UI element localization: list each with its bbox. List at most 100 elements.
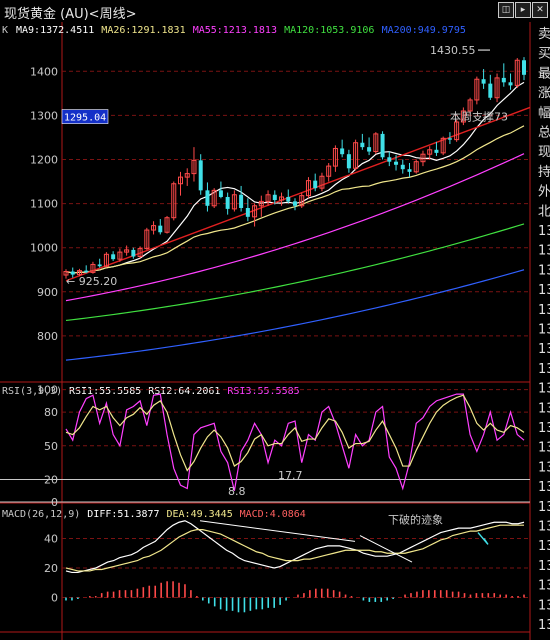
candle-body xyxy=(239,194,244,208)
ma55-line xyxy=(65,153,525,302)
candle-body xyxy=(501,77,506,83)
candle-body xyxy=(319,175,325,189)
candle-body xyxy=(332,147,338,167)
candle-body xyxy=(103,253,109,267)
candle-body xyxy=(346,154,351,169)
candle-body xyxy=(245,208,250,217)
price-tick-label: 800 xyxy=(37,330,58,343)
right-panel-label: 13 xyxy=(538,441,550,456)
right-panel-label: 外 xyxy=(538,185,550,200)
rsi-tick-label: 20 xyxy=(44,474,58,487)
price-legend-item: MA120:1053.9106 xyxy=(284,25,374,36)
macd-diff-line xyxy=(65,520,525,574)
rsi-tick-label: 50 xyxy=(44,440,58,453)
right-panel-label: 持 xyxy=(538,165,550,180)
candle-body xyxy=(191,159,197,175)
candle-body xyxy=(413,161,419,173)
candle-body xyxy=(117,251,123,260)
right-panel-label: 13 xyxy=(538,224,550,239)
rsi-tick-label: 100 xyxy=(37,384,58,397)
price-tick-label: 1100 xyxy=(30,198,58,211)
macd-dea-line xyxy=(65,524,524,572)
candle-body xyxy=(407,169,412,172)
right-panel-label: 13 xyxy=(538,263,550,278)
candle-body xyxy=(447,138,452,140)
candle-body xyxy=(313,180,318,189)
macd-tick-label: 0 xyxy=(51,592,58,605)
ma120-line xyxy=(65,223,525,322)
macd-annotation: 下破的迹象 xyxy=(388,513,443,527)
candle-body xyxy=(360,142,365,148)
candle-body xyxy=(394,161,399,165)
candle-body xyxy=(218,190,223,197)
candle-body xyxy=(151,225,157,231)
right-panel-label: 最 xyxy=(538,66,550,81)
candle-body xyxy=(252,205,258,218)
right-panel-label: 卖 xyxy=(538,27,550,42)
candle-body xyxy=(184,173,190,178)
candle-body xyxy=(340,148,345,155)
candle-body xyxy=(97,264,102,267)
candle-body xyxy=(326,165,332,177)
rsi-legend-item: RSI2:64.2061 xyxy=(148,386,220,397)
right-panel-label: 13 xyxy=(538,460,550,475)
candle-body xyxy=(205,190,210,206)
title-bar: 现货黄金 (AU)<周线> ◫ ▸ ✕ xyxy=(0,0,550,22)
candle-body xyxy=(373,133,379,153)
next-icon[interactable]: ▸ xyxy=(515,2,531,18)
candle-body xyxy=(84,270,89,273)
candle-body xyxy=(158,225,163,233)
candle-body xyxy=(111,254,116,260)
rsi-low-annotation-1: 8.8 xyxy=(228,485,246,498)
candle-body xyxy=(164,217,170,233)
candle-body xyxy=(467,99,473,112)
macd-tick-label: 40 xyxy=(44,532,58,545)
right-panel-label: 13 xyxy=(538,618,550,633)
price-legend-prefix: K xyxy=(2,25,8,36)
high-annotation: 1430.55 xyxy=(430,44,476,57)
candle-body xyxy=(522,60,526,75)
price-tick-label: 1000 xyxy=(30,242,58,255)
close-icon[interactable]: ✕ xyxy=(532,2,548,18)
candle-body xyxy=(293,201,297,206)
right-panel-label: 13 xyxy=(538,520,550,535)
candle-body xyxy=(353,142,359,169)
candle-body xyxy=(387,157,392,162)
price-legend-item: MA200:949.9795 xyxy=(382,25,466,36)
divergence-line-1 xyxy=(199,520,356,542)
right-panel-label: 13 xyxy=(538,500,550,515)
rsi-legend-item: RSI1:55.5585 xyxy=(69,386,141,397)
right-panel-label: 13 xyxy=(538,323,550,338)
right-panel-label: 13 xyxy=(538,362,550,377)
candle-body xyxy=(137,248,143,258)
candle-body xyxy=(90,263,96,273)
candle-body xyxy=(70,271,75,275)
right-panel-label: 13 xyxy=(538,598,550,613)
candle-body xyxy=(427,149,433,155)
candle-body xyxy=(434,149,439,153)
rsi-legend-item: RSI3:55.5585 xyxy=(227,386,299,397)
macd-legend-item: MACD:4.0864 xyxy=(240,509,306,520)
candle-body xyxy=(265,194,271,202)
right-panel-label: 13 xyxy=(538,303,550,318)
candle-body xyxy=(211,189,217,207)
candle-body xyxy=(305,180,311,197)
price-legend-item: MA55:1213.1813 xyxy=(193,25,277,36)
price-tag-label: 1295.04 xyxy=(64,113,106,124)
macd-legend-item: DIFF:51.3877 xyxy=(87,509,159,520)
ma200-line xyxy=(65,269,525,361)
price-tick-label: 1300 xyxy=(30,109,58,122)
support-trendline xyxy=(65,106,531,282)
price-tick-label: 1400 xyxy=(30,65,58,78)
restore-icon[interactable]: ◫ xyxy=(498,2,514,18)
candle-body xyxy=(514,59,520,86)
price-legend-item: MA9:1372.4511 xyxy=(16,25,94,36)
price-tag-box xyxy=(61,109,109,124)
right-panel-label: 13 xyxy=(538,421,550,436)
right-panel-label: 13 xyxy=(538,244,550,259)
divergence-line-2 xyxy=(359,535,413,563)
right-panel-label: 13 xyxy=(538,559,550,574)
right-panel-label: 买 xyxy=(538,47,550,62)
candle-body xyxy=(63,271,69,276)
